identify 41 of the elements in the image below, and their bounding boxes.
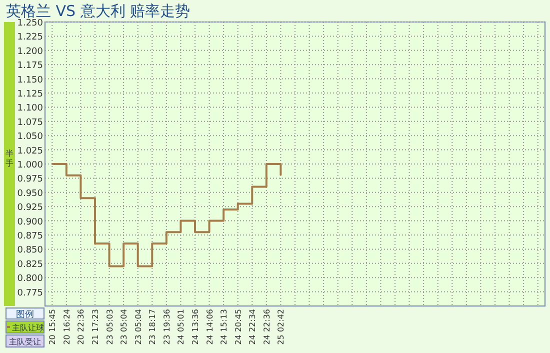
x-tick-label: 24 20:45 bbox=[234, 309, 243, 345]
x-tick-label: 20 16:24 bbox=[62, 309, 72, 345]
x-tick-label: 23 05:04 bbox=[134, 309, 143, 345]
y-tick-label: 1.025 bbox=[17, 146, 43, 156]
y-tick-label: 1.200 bbox=[17, 46, 44, 57]
legend-title: 图例 bbox=[16, 309, 34, 320]
y-axis-title: 半手 bbox=[6, 149, 14, 168]
y-tick-label: 1.175 bbox=[17, 61, 43, 72]
x-tick-label: 25 02:42 bbox=[276, 309, 286, 345]
y-tick-label: 1.225 bbox=[17, 32, 43, 43]
y-tick-label: 0.900 bbox=[17, 217, 44, 228]
y-tick-label: 1.250 bbox=[17, 18, 44, 28]
text: 主队受让 bbox=[9, 338, 41, 346]
y-tick-label: 1.000 bbox=[17, 160, 44, 170]
x-tick-label: 23 18:17 bbox=[148, 309, 158, 345]
chart-title: 英格兰 VS 意大利 赔率走势 bbox=[6, 2, 190, 20]
y-tick-label: 1.125 bbox=[17, 90, 43, 100]
x-tick-label: 24 15:13 bbox=[220, 309, 229, 345]
y-tick-label: 0.975 bbox=[17, 174, 43, 185]
x-tick-label: 23 19:36 bbox=[162, 309, 172, 345]
x-tick-label: 20 15:45 bbox=[48, 309, 58, 345]
y-tick-label: 0.925 bbox=[17, 203, 43, 214]
x-tick-label: 23 05:03 bbox=[105, 309, 114, 345]
y-tick-label: 0.775 bbox=[17, 288, 43, 298]
y-tick-label: 1.100 bbox=[17, 104, 44, 114]
x-tick-label: 24 14:06 bbox=[205, 309, 214, 345]
y-tick-label: 0.875 bbox=[17, 232, 43, 242]
y-tick-label: 0.850 bbox=[17, 246, 44, 256]
y-tick-label: 1.075 bbox=[17, 118, 43, 128]
x-tick-label: 24 05:01 bbox=[176, 309, 186, 345]
x-tick-label: 24 22:34 bbox=[248, 309, 258, 345]
x-tick-label: 23 05:04 bbox=[120, 309, 129, 345]
y-tick-label: 1.050 bbox=[17, 132, 44, 142]
y-tick-label: 0.950 bbox=[17, 188, 44, 199]
x-tick-label: 24 13:36 bbox=[191, 309, 200, 345]
x-tick-label: 20 22:36 bbox=[76, 309, 86, 345]
x-tick-label: 21 17:23 bbox=[91, 309, 100, 345]
y-tick-label: 0.800 bbox=[17, 274, 44, 284]
x-tick-label: 24 22:36 bbox=[262, 309, 272, 345]
y-tick-label: 1.150 bbox=[17, 75, 44, 86]
y-tick-label: 0.825 bbox=[17, 260, 43, 270]
